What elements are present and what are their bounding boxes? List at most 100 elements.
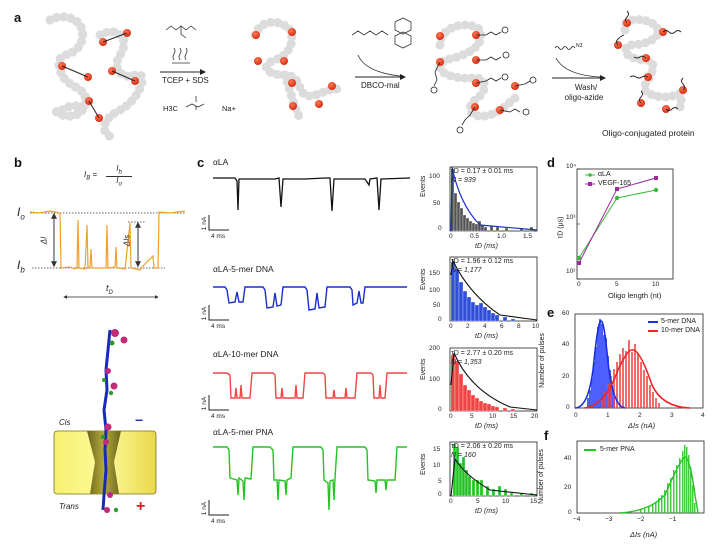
f-xtick-m4: −4	[573, 516, 581, 523]
panel-e-histogram	[574, 313, 704, 409]
formula-denominator: Io	[116, 176, 122, 188]
trace-title-ala-5mer-pna: αLA-5-mer PNA	[213, 427, 274, 437]
e-xtick-2: 2	[638, 412, 642, 419]
hist3-tau: τD = 2.77 ± 0.20 ms	[451, 350, 514, 357]
oligo-conjugated-protein-illustration	[614, 10, 687, 115]
step2-label: DBCO-mal	[361, 81, 400, 90]
legend-f-5mer-pna: 5-mer PNA	[600, 446, 635, 453]
hist2-xtick-0: 0	[449, 323, 453, 330]
folded-protein-illustration	[45, 12, 147, 143]
f-xtick-m1: −1	[669, 516, 677, 523]
trace-ala-10mer-dna	[213, 372, 407, 399]
hist3-xtick-15: 15	[510, 413, 518, 420]
hist1-xtick-0: 0	[449, 233, 453, 240]
hist3-ytick-200: 200	[429, 345, 440, 352]
d-xlabel: Oligo length (nt)	[608, 291, 662, 300]
e-xtick-3: 3	[670, 412, 674, 419]
d-xtick-5: 5	[615, 281, 619, 288]
azide-label: N3	[576, 43, 583, 49]
panel-letter-c-text: c	[197, 155, 205, 170]
counterion-label: Na+	[222, 104, 236, 113]
delta-i-label: ΔI	[39, 236, 49, 245]
hist4-ylabel: Events	[420, 453, 427, 475]
scale-y-5mer: 1 nA	[201, 306, 209, 321]
hist1-xtick-10: 1.0	[497, 233, 507, 240]
panel-f-histogram	[576, 440, 705, 514]
hist3-xtick-10: 10	[489, 413, 497, 420]
hist4-xtick-10: 10	[502, 498, 510, 505]
d-xtick-0: 0	[577, 281, 581, 288]
hist1-xlabel: tD (ms)	[475, 243, 498, 250]
scale-y-pna: 1 nA	[201, 501, 209, 516]
d-xtick-10: 10	[652, 281, 660, 288]
hist4-ytick-0: 0	[438, 491, 442, 498]
formula-lhs: I	[84, 170, 87, 179]
oligo-azide-structure	[554, 46, 576, 50]
scale-bars	[208, 215, 229, 516]
panel-letter-d: d	[547, 155, 555, 170]
ib-label: Ib	[17, 258, 25, 275]
hist2-xtick-4: 4	[483, 323, 487, 330]
hist2-ytick-50: 50	[433, 302, 441, 309]
f-ytick-40: 40	[564, 455, 572, 462]
f-ytick-0: 0	[568, 509, 572, 516]
f-xtick-m2: −2	[637, 516, 645, 523]
legend-e-10mer: 10-mer DNA	[661, 327, 700, 334]
hist4-xtick-15: 15	[530, 498, 538, 505]
f-xtick-m3: −3	[605, 516, 613, 523]
trace-title-ala-5mer-dna: αLA-5-mer DNA	[213, 264, 274, 274]
f-ylabel: Number of pulses	[537, 449, 545, 504]
citrate-structure	[165, 25, 197, 39]
dbco-labeled-protein-illustration	[430, 20, 537, 134]
scale-x-ala: 4 ms	[211, 233, 226, 240]
hist3-ytick-100: 100	[429, 376, 440, 383]
scale-x-pna: 4 ms	[211, 518, 226, 525]
hist1-tau: τD = 0.17 ± 0.01 ms	[451, 168, 514, 175]
heat-icon	[172, 47, 190, 64]
hist4-tau: τD = 2.06 ± 0.20 ms	[451, 443, 514, 450]
hist1-xtick-05: 0.5	[470, 233, 480, 240]
hist2-ytick-150: 150	[429, 270, 440, 277]
cis-label: Cis	[59, 418, 71, 427]
trace-ala-5mer-pna	[213, 446, 407, 511]
delta-is-label: ΔIs	[122, 234, 132, 247]
hist2-ylabel: Events	[420, 268, 427, 290]
e-ytick-40: 40	[562, 341, 570, 348]
protein-strand	[101, 329, 112, 511]
e-xtick-0: 0	[574, 412, 578, 419]
panel-letter-e: e	[547, 305, 555, 320]
legend-e-5mer: 5-mer DNA	[661, 318, 697, 325]
hist2-xtick-10: 10	[532, 323, 540, 330]
hist4-xtick-5: 5	[476, 498, 480, 505]
trace-title-ala: αLA	[213, 157, 229, 167]
hist1-ylabel: Events	[420, 175, 427, 197]
scale-y-10mer: 1 nA	[201, 396, 209, 411]
scale-x-10mer: 4 ms	[211, 413, 226, 420]
f-xlabel: ΔIs (nA)	[630, 530, 658, 539]
step3-label-line2: oligo-azide	[564, 93, 604, 102]
panel-c-histograms	[449, 166, 538, 497]
f-ytick-20: 20	[564, 484, 572, 491]
hist2-ytick-100: 100	[429, 287, 440, 294]
e-xlabel: ΔIs (nA)	[628, 421, 656, 430]
sds-structure	[185, 96, 205, 110]
dbco-mal-structure	[351, 17, 412, 77]
panel-d-line-chart	[576, 168, 674, 280]
trace-title-ala-10mer-dna: αLA-10-mer DNA	[213, 349, 279, 359]
hist4-ytick-15: 15	[433, 446, 441, 453]
panel-a-scheme: N3	[45, 10, 687, 143]
hist1-n: N = 939	[451, 177, 476, 184]
hist3-xtick-20: 20	[531, 413, 539, 420]
hist2-xlabel: tD (ms)	[475, 333, 498, 340]
panel-c-current-traces	[208, 177, 411, 516]
e-ytick-60: 60	[562, 310, 570, 317]
final-caption: Oligo-conjugated protein	[602, 128, 695, 138]
scale-y-ala: 1 nA	[201, 216, 209, 231]
hist2-n: N = 1,177	[451, 267, 482, 274]
hist2-tau: τD = 1.96 ± 0.12 ms	[451, 258, 514, 265]
hist3-ytick-0: 0	[438, 406, 442, 413]
hist3-xtick-0: 0	[449, 413, 453, 420]
sds-formula-label: H3C	[163, 104, 179, 113]
plus-sign: +	[136, 498, 146, 515]
wash-curve	[555, 57, 601, 78]
